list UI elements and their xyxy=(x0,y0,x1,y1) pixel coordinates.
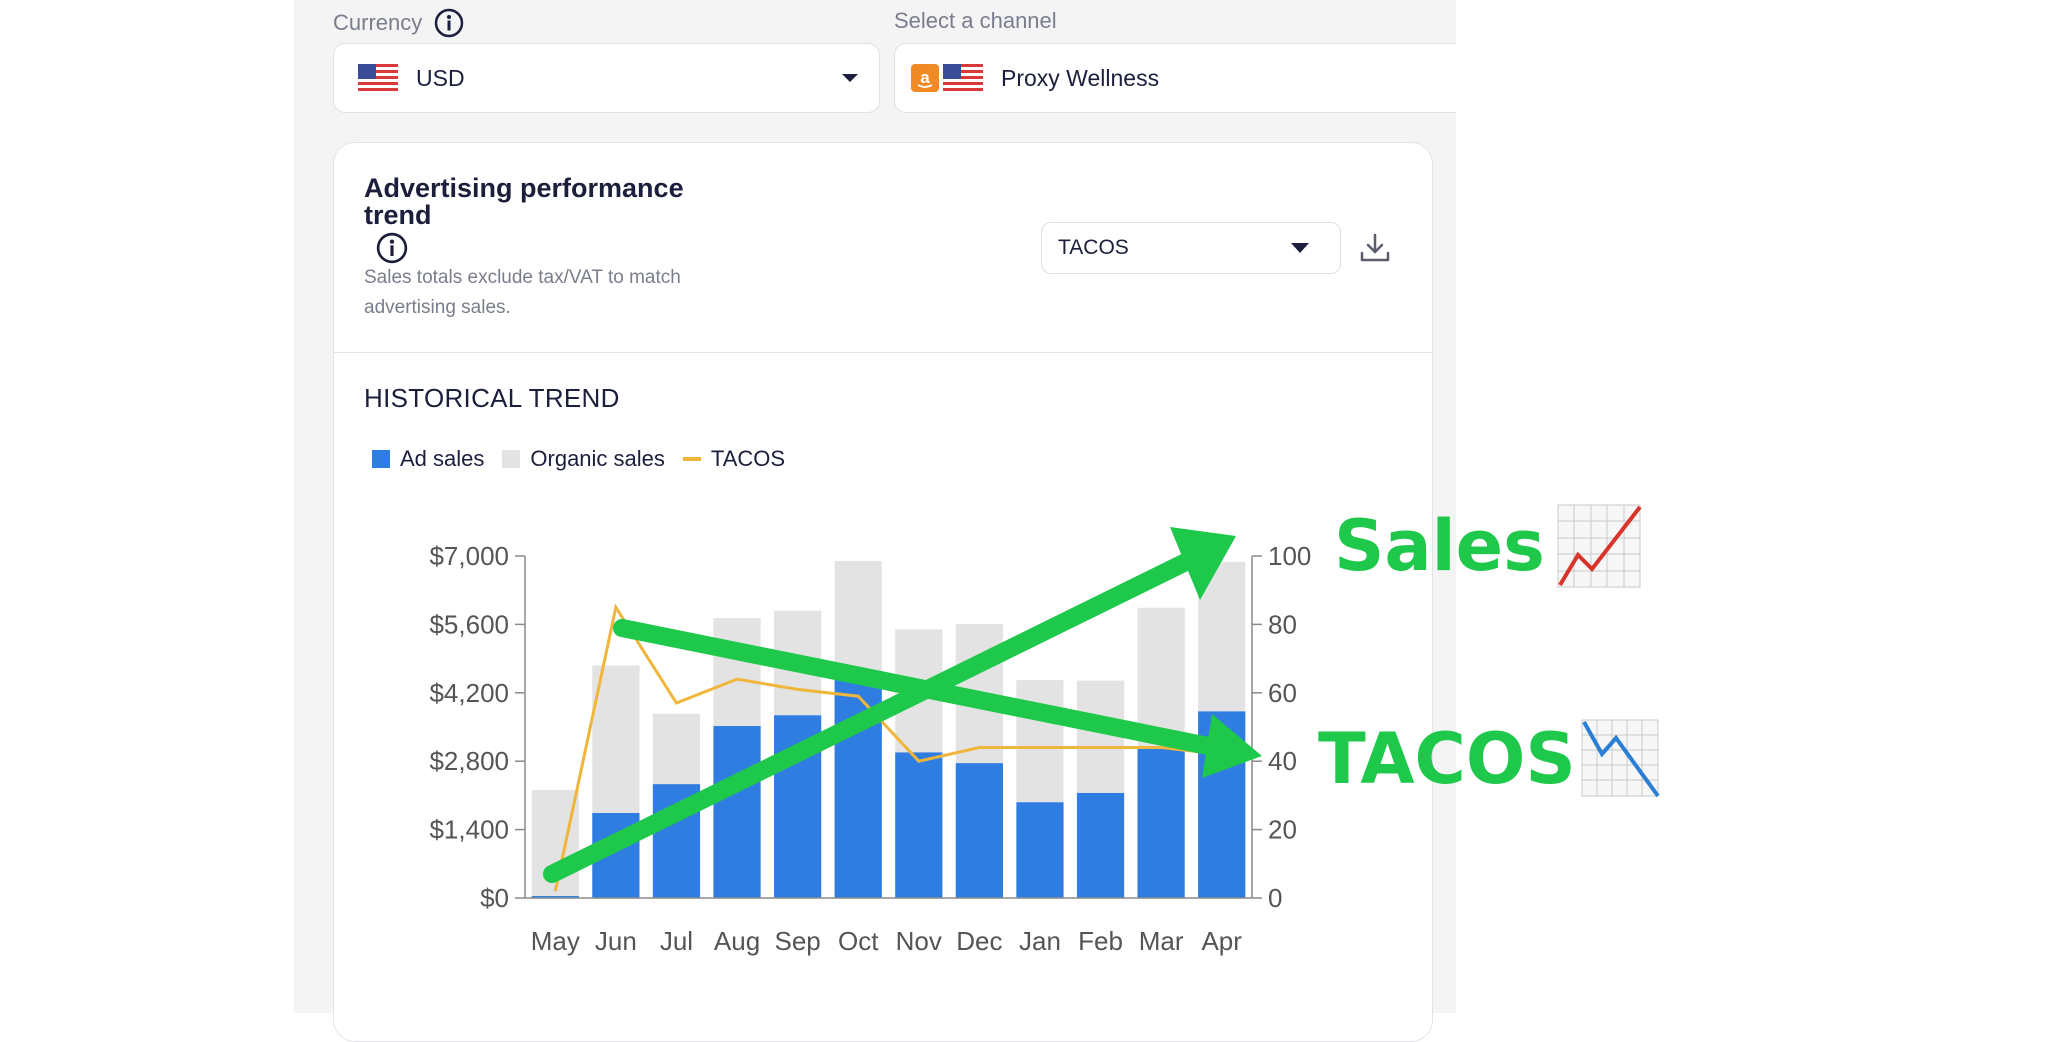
legend-swatch xyxy=(682,457,701,461)
us-flag-icon xyxy=(358,64,398,92)
info-icon[interactable] xyxy=(376,232,408,264)
x-tick-label: Aug xyxy=(714,926,760,956)
metric-select-value: TACOS xyxy=(1058,236,1129,259)
x-tick-label: Jan xyxy=(1019,926,1061,956)
legend-tacos[interactable]: TACOS xyxy=(682,446,786,472)
organic-sales-bar xyxy=(713,618,761,727)
organic-sales-bar xyxy=(834,560,882,680)
legend-label: TACOS xyxy=(710,446,786,471)
metric-select[interactable]: TACOS xyxy=(1041,222,1341,274)
y-right-tick-label: 80 xyxy=(1268,609,1297,639)
ad-sales-bar xyxy=(592,812,640,898)
legend-label: Ad sales xyxy=(400,446,485,471)
y-left-tick-label: $1,400 xyxy=(429,815,509,845)
chevron-down-icon[interactable] xyxy=(841,72,859,84)
currency-label-text: Currency xyxy=(333,10,423,35)
info-icon[interactable] xyxy=(434,8,464,38)
sales-annotation: Sales xyxy=(1334,505,1545,587)
channel-label-text: Select a channel xyxy=(894,8,1057,33)
organic-sales-bar xyxy=(652,713,701,785)
ad-sales-bar xyxy=(713,726,761,898)
ad-sales-bar xyxy=(1016,802,1064,898)
organic-sales-bar xyxy=(1076,680,1125,793)
y-right-tick-label: 60 xyxy=(1268,678,1297,708)
download-icon[interactable] xyxy=(1358,231,1392,265)
ad-sales-bar xyxy=(652,784,701,898)
organic-sales-bar xyxy=(1137,607,1185,749)
ad-sales-bar xyxy=(955,763,1004,898)
x-tick-label: Dec xyxy=(956,926,1002,956)
ad-sales-bar xyxy=(773,715,822,898)
us-flag-icon xyxy=(943,64,983,92)
ad-sales-bar xyxy=(531,896,579,898)
y-left-tick-label: $7,000 xyxy=(429,541,509,571)
x-tick-label: Mar xyxy=(1139,926,1184,956)
y-left-tick-label: $5,600 xyxy=(429,609,509,639)
ad-sales-bar xyxy=(1198,711,1246,898)
card-title: Advertising performance trend xyxy=(364,173,684,230)
channel-value: Proxy Wellness xyxy=(1001,64,1160,91)
y-right-tick-label: 20 xyxy=(1268,815,1297,845)
svg-text:a: a xyxy=(920,68,930,87)
organic-sales-bar xyxy=(895,629,943,753)
y-left-tick-label: $4,200 xyxy=(429,678,509,708)
tacos-annotation: TACOS xyxy=(1318,718,1576,800)
currency-select[interactable]: USD xyxy=(333,43,880,113)
legend-ad-sales[interactable]: Ad sales xyxy=(372,446,484,472)
y-right-tick-label: 0 xyxy=(1268,883,1282,913)
x-tick-label: Feb xyxy=(1078,926,1123,956)
legend-label: Organic sales xyxy=(530,446,665,471)
currency-value: USD xyxy=(416,64,465,91)
y-left-tick-label: $0 xyxy=(480,883,509,913)
legend-organic-sales[interactable]: Organic sales xyxy=(502,446,665,472)
x-tick-label: Nov xyxy=(896,926,942,956)
card-divider xyxy=(334,352,1432,353)
ad-sales-bar xyxy=(1137,748,1185,898)
legend-swatch xyxy=(372,450,390,468)
chevron-down-icon[interactable] xyxy=(1290,242,1310,254)
organic-sales-bar xyxy=(1198,561,1246,712)
y-left-tick-label: $2,800 xyxy=(429,746,509,776)
y-right-tick-label: 100 xyxy=(1268,541,1311,571)
card-subtitle: Sales totals exclude tax/VAT to match ad… xyxy=(364,267,681,318)
x-tick-label: May xyxy=(531,926,580,956)
section-title: HISTORICAL TREND xyxy=(364,383,620,413)
organic-sales-bar xyxy=(955,623,1004,764)
organic-sales-bar xyxy=(773,610,822,716)
x-tick-label: Sep xyxy=(774,926,820,956)
historical-trend-chart: $0 $1,400 $2,800 $4,200 $5,600 $7,000 0 20 40 60 8… xyxy=(429,541,1311,956)
legend-swatch xyxy=(502,450,521,468)
x-tick-label: Jul xyxy=(660,926,693,956)
chart-legend: Ad sales Organic sales TACOS xyxy=(372,446,803,472)
currency-label: Currency xyxy=(333,8,464,38)
amazon-icon: a xyxy=(911,64,939,92)
x-tick-label: Oct xyxy=(838,926,879,956)
x-tick-label: Jun xyxy=(595,926,637,956)
organic-sales-bar xyxy=(531,790,579,897)
ad-sales-bar xyxy=(895,752,943,898)
y-right-tick-label: 40 xyxy=(1268,746,1297,776)
x-tick-label: Apr xyxy=(1201,926,1242,956)
ad-sales-bar xyxy=(1076,792,1125,898)
channel-select[interactable]: a Proxy Wellness xyxy=(894,43,1456,113)
channel-label: Select a channel xyxy=(894,8,1057,34)
organic-sales-bar xyxy=(1016,680,1064,803)
